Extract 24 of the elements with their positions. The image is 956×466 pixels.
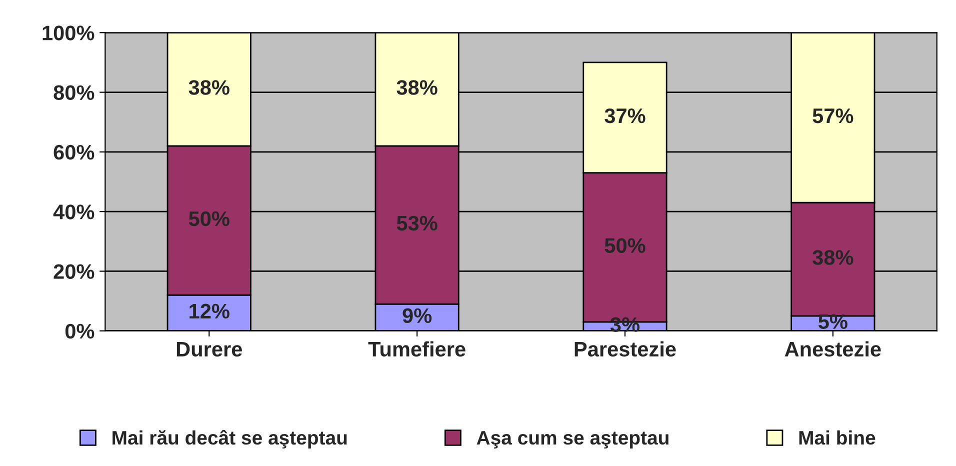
legend-label: Aşa cum se aşteptau — [476, 431, 668, 448]
y-tick-label: 100% — [42, 26, 94, 40]
y-tick-label: 60% — [54, 144, 94, 160]
data-label: 37% — [604, 108, 646, 124]
x-tick-label: Anestezie — [784, 341, 881, 357]
data-label: 38% — [812, 250, 854, 265]
legend-label: Mai rău decât se aşteptau — [112, 430, 347, 448]
data-label: 53% — [396, 216, 438, 231]
data-label: 50% — [188, 211, 230, 226]
y-tick-label: 80% — [54, 85, 94, 100]
data-label: 38% — [188, 80, 230, 95]
y-tick-label: 0% — [65, 324, 94, 339]
y-tick-label: 40% — [53, 204, 94, 220]
data-label: 5% — [818, 314, 848, 329]
data-label: 12% — [190, 304, 230, 319]
data-label: 38% — [396, 80, 438, 95]
data-label: 9% — [402, 308, 432, 324]
x-tick-label: Durere — [176, 342, 242, 357]
x-tick-label: Tumefiere — [368, 341, 466, 357]
data-label: 57% — [812, 108, 854, 124]
x-tick-label: Parestezie — [574, 341, 676, 357]
y-tick-label: 20% — [54, 264, 94, 279]
data-label: 50% — [604, 238, 646, 253]
legend-label: Mai bine — [799, 430, 876, 445]
